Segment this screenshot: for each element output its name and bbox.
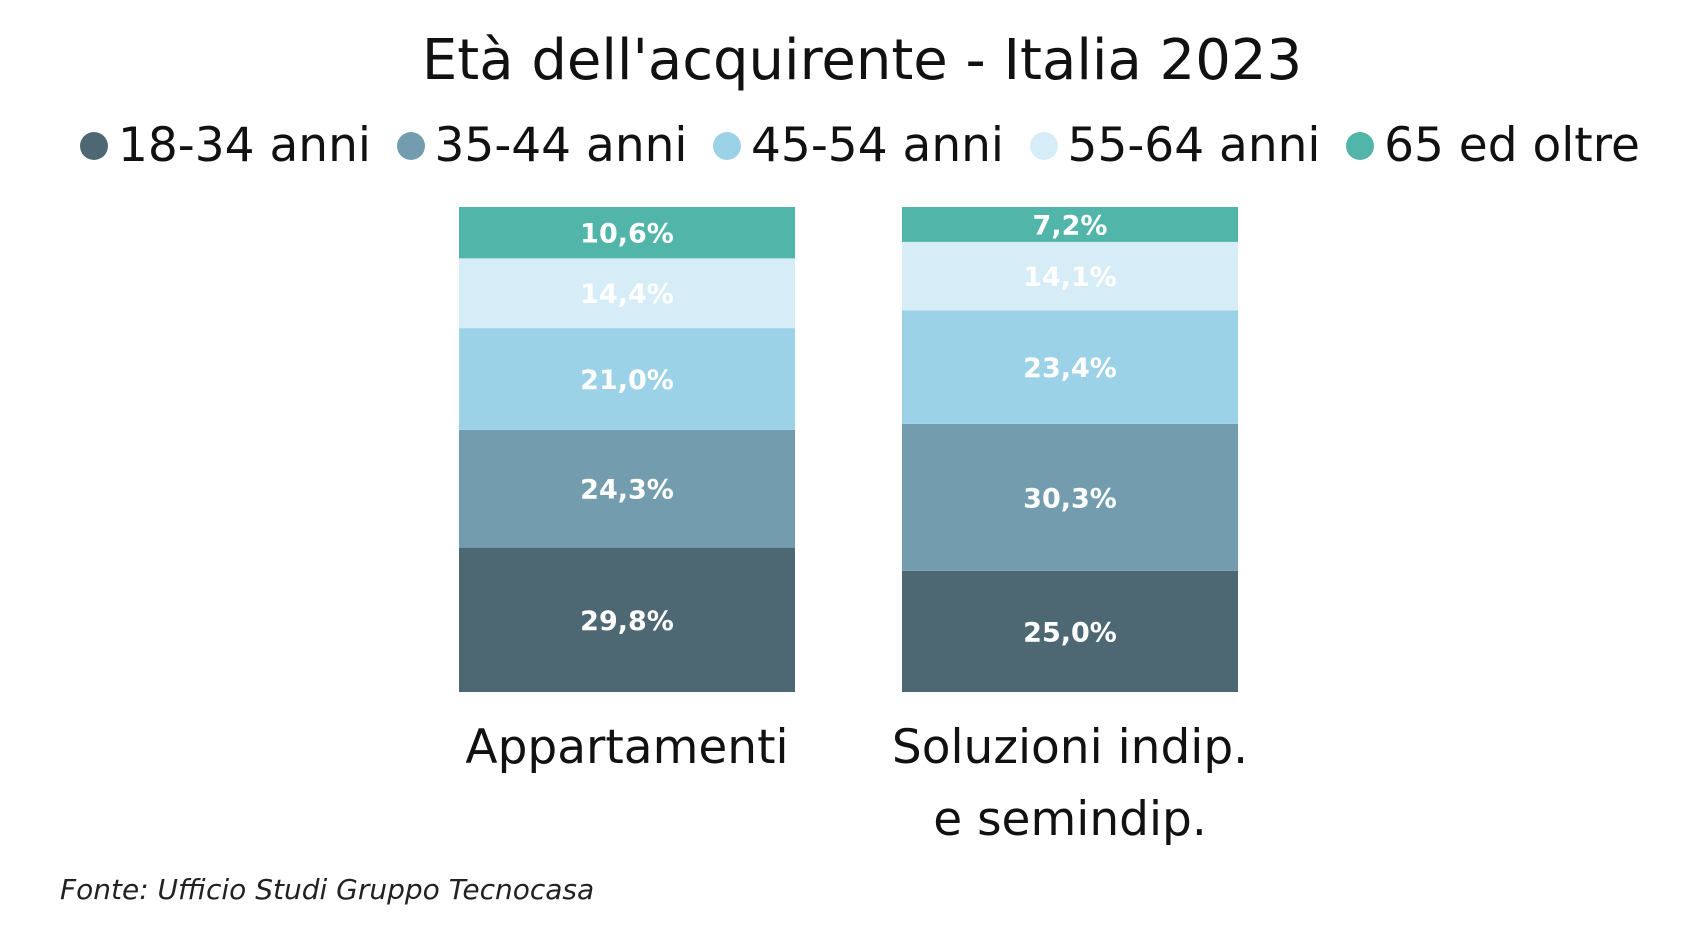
legend-swatch [80, 131, 108, 160]
bar-segment [902, 570, 1238, 692]
legend-label: 35-44 anni [434, 118, 688, 173]
legend-item: 35-44 anni [396, 118, 688, 173]
legend-item: 18-34 anni [80, 118, 371, 173]
bar-segment [459, 547, 795, 692]
data-label: 10,6% [580, 219, 674, 250]
legend-swatch [396, 131, 425, 160]
legend-swatch [713, 131, 742, 160]
category-label: Appartamenti [407, 712, 847, 784]
legend-item: 55-64 anni [1029, 118, 1321, 173]
bar-segment [902, 310, 1238, 424]
category-label-line: Soluzioni indip. [891, 720, 1249, 775]
bar-segment [459, 429, 795, 548]
category-label: Soluzioni indip. e semindip. [850, 712, 1290, 856]
legend-label: 45-54 anni [751, 118, 1004, 173]
legend-label: 18-34 anni [118, 118, 371, 173]
legend-item: 65 ed oltre [1346, 118, 1640, 173]
data-label: 14,4% [580, 279, 674, 310]
bar-segment [459, 328, 795, 430]
bar-segment [902, 423, 1238, 571]
data-label: 14,1% [1023, 262, 1117, 293]
bar-segment [902, 207, 1238, 242]
data-label: 25,0% [1023, 617, 1117, 648]
data-label: 29,8% [580, 606, 674, 637]
chart-title: Età dell'acquirente - Italia 2023 [421, 28, 1303, 93]
bar-segment [902, 241, 1238, 311]
data-label: 24,3% [580, 475, 674, 506]
legend: 18-34 anni 35-44 anni 45-54 anni 55-64 anni… [80, 118, 1640, 173]
data-label: 7,2% [1033, 210, 1108, 241]
category-label-line: Appartamenti [465, 720, 789, 775]
data-label: 23,4% [1023, 353, 1117, 384]
data-label: 21,0% [580, 365, 674, 396]
legend-item: 45-54 anni [713, 118, 1004, 173]
data-label: 30,3% [1023, 483, 1117, 514]
source-note: Fonte: Ufficio Studi Gruppo Tecnocasa [60, 873, 595, 906]
bar-segment [459, 207, 795, 259]
legend-label: 65 ed oltre [1384, 118, 1640, 173]
legend-swatch [1346, 131, 1375, 160]
category-label-line: e semindip. [933, 792, 1207, 847]
bar-segment [459, 258, 795, 329]
legend-label: 55-64 anni [1067, 118, 1321, 173]
legend-swatch [1029, 131, 1058, 160]
